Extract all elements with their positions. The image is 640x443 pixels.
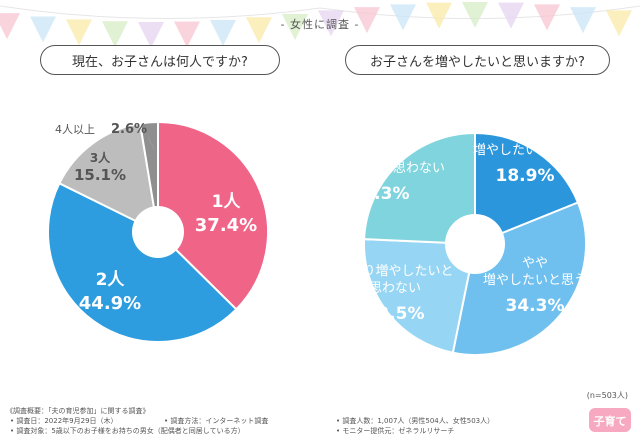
slice-value: 34.3% bbox=[506, 296, 565, 316]
slice-value: 37.4% bbox=[195, 215, 257, 236]
bunting-flag bbox=[282, 13, 308, 40]
donut-chart-want-more: とても増やしたいと思う18.9%やや増やしたいと思う34.3%あまり増やしたいと… bbox=[315, 126, 587, 356]
slice-label: 2人 bbox=[96, 270, 126, 290]
footer-title: 《調査概要：「夫の育児参加」に関する調査》 bbox=[6, 407, 150, 415]
slice-label: 増やしたいと思わない bbox=[315, 161, 445, 176]
donut-hole bbox=[132, 206, 184, 258]
slice-label: まったく bbox=[354, 144, 405, 159]
bunting-flag bbox=[102, 21, 128, 48]
bunting-flag bbox=[138, 21, 164, 48]
pie-slice bbox=[363, 131, 476, 246]
bunting-flag bbox=[390, 4, 416, 31]
slice-label: とても bbox=[506, 126, 544, 141]
question-right-title: お子さんを増やしたいと思いますか? bbox=[370, 54, 585, 70]
bunting-decoration bbox=[0, 2, 640, 48]
slice-value: 24.3% bbox=[351, 184, 410, 204]
slice-value: 22.5% bbox=[366, 304, 425, 324]
bunting-flag bbox=[0, 13, 20, 40]
slice-label: 増やしたいと思う bbox=[473, 143, 577, 158]
bunting-flag bbox=[174, 21, 200, 48]
slice-label: あまり増やしたいと bbox=[336, 264, 453, 279]
logo-text: 子育て bbox=[594, 414, 627, 428]
pie-slice bbox=[58, 122, 160, 234]
bunting-flag bbox=[318, 10, 344, 37]
bunting-flag bbox=[210, 19, 236, 46]
bunting-flag bbox=[606, 10, 632, 37]
pie-slice bbox=[138, 120, 159, 233]
survey-header: - 女性に調査 - bbox=[280, 18, 360, 31]
question-left-title: 現在、お子さんは何人ですか? bbox=[72, 54, 248, 70]
bunting-flag bbox=[30, 16, 56, 43]
pie-slice bbox=[47, 181, 238, 343]
bunting-flag bbox=[246, 17, 272, 44]
slice-value: 44.9% bbox=[79, 293, 141, 314]
leader-line bbox=[147, 136, 155, 150]
bunting-flag bbox=[66, 19, 92, 46]
footer-line-provider: • モニター提供元：ゼネラルリサーチ bbox=[336, 427, 455, 435]
pie-slice bbox=[157, 120, 269, 311]
logo: 子育て bbox=[589, 408, 631, 432]
bunting-flag bbox=[570, 7, 596, 34]
slice-label: 3人 bbox=[90, 150, 111, 165]
footer-line-target: • 調査対象：5歳以下のお子様をお持ちの男女（配偶者と同居している方） bbox=[10, 427, 245, 435]
footer-line-method: • 調査方法：インターネット調査 bbox=[164, 417, 269, 425]
slice-label: やや bbox=[522, 256, 548, 271]
bunting-flag bbox=[354, 7, 380, 34]
slice-value: 15.1% bbox=[74, 166, 126, 184]
slice-label: 増やしたいと思う bbox=[483, 273, 587, 288]
pie-slice bbox=[363, 238, 477, 354]
slice-label: 1人 bbox=[212, 192, 242, 212]
sample-size-label: (n=503人) bbox=[586, 391, 628, 400]
question-left-pill: 現在、お子さんは何人ですか? bbox=[40, 45, 280, 75]
bunting-flag bbox=[534, 4, 560, 31]
bunting-flag bbox=[498, 2, 524, 29]
slice-label: 思わない bbox=[369, 281, 421, 296]
footer-line-count: • 調査人数：1,007人（男性504人、女性503人） bbox=[336, 417, 495, 425]
bunting-flag bbox=[462, 2, 488, 28]
bunting-flag bbox=[426, 2, 452, 29]
question-right-pill: お子さんを増やしたいと思いますか? bbox=[345, 45, 610, 75]
donut-hole bbox=[445, 214, 505, 274]
slice-value: 18.9% bbox=[496, 166, 555, 186]
slice-value: 2.6% bbox=[111, 122, 147, 137]
slice-label: 4人以上 bbox=[55, 123, 95, 136]
pie-slice bbox=[474, 131, 580, 246]
footer-line-date: • 調査日：2022年9月29日（木） bbox=[10, 417, 118, 425]
